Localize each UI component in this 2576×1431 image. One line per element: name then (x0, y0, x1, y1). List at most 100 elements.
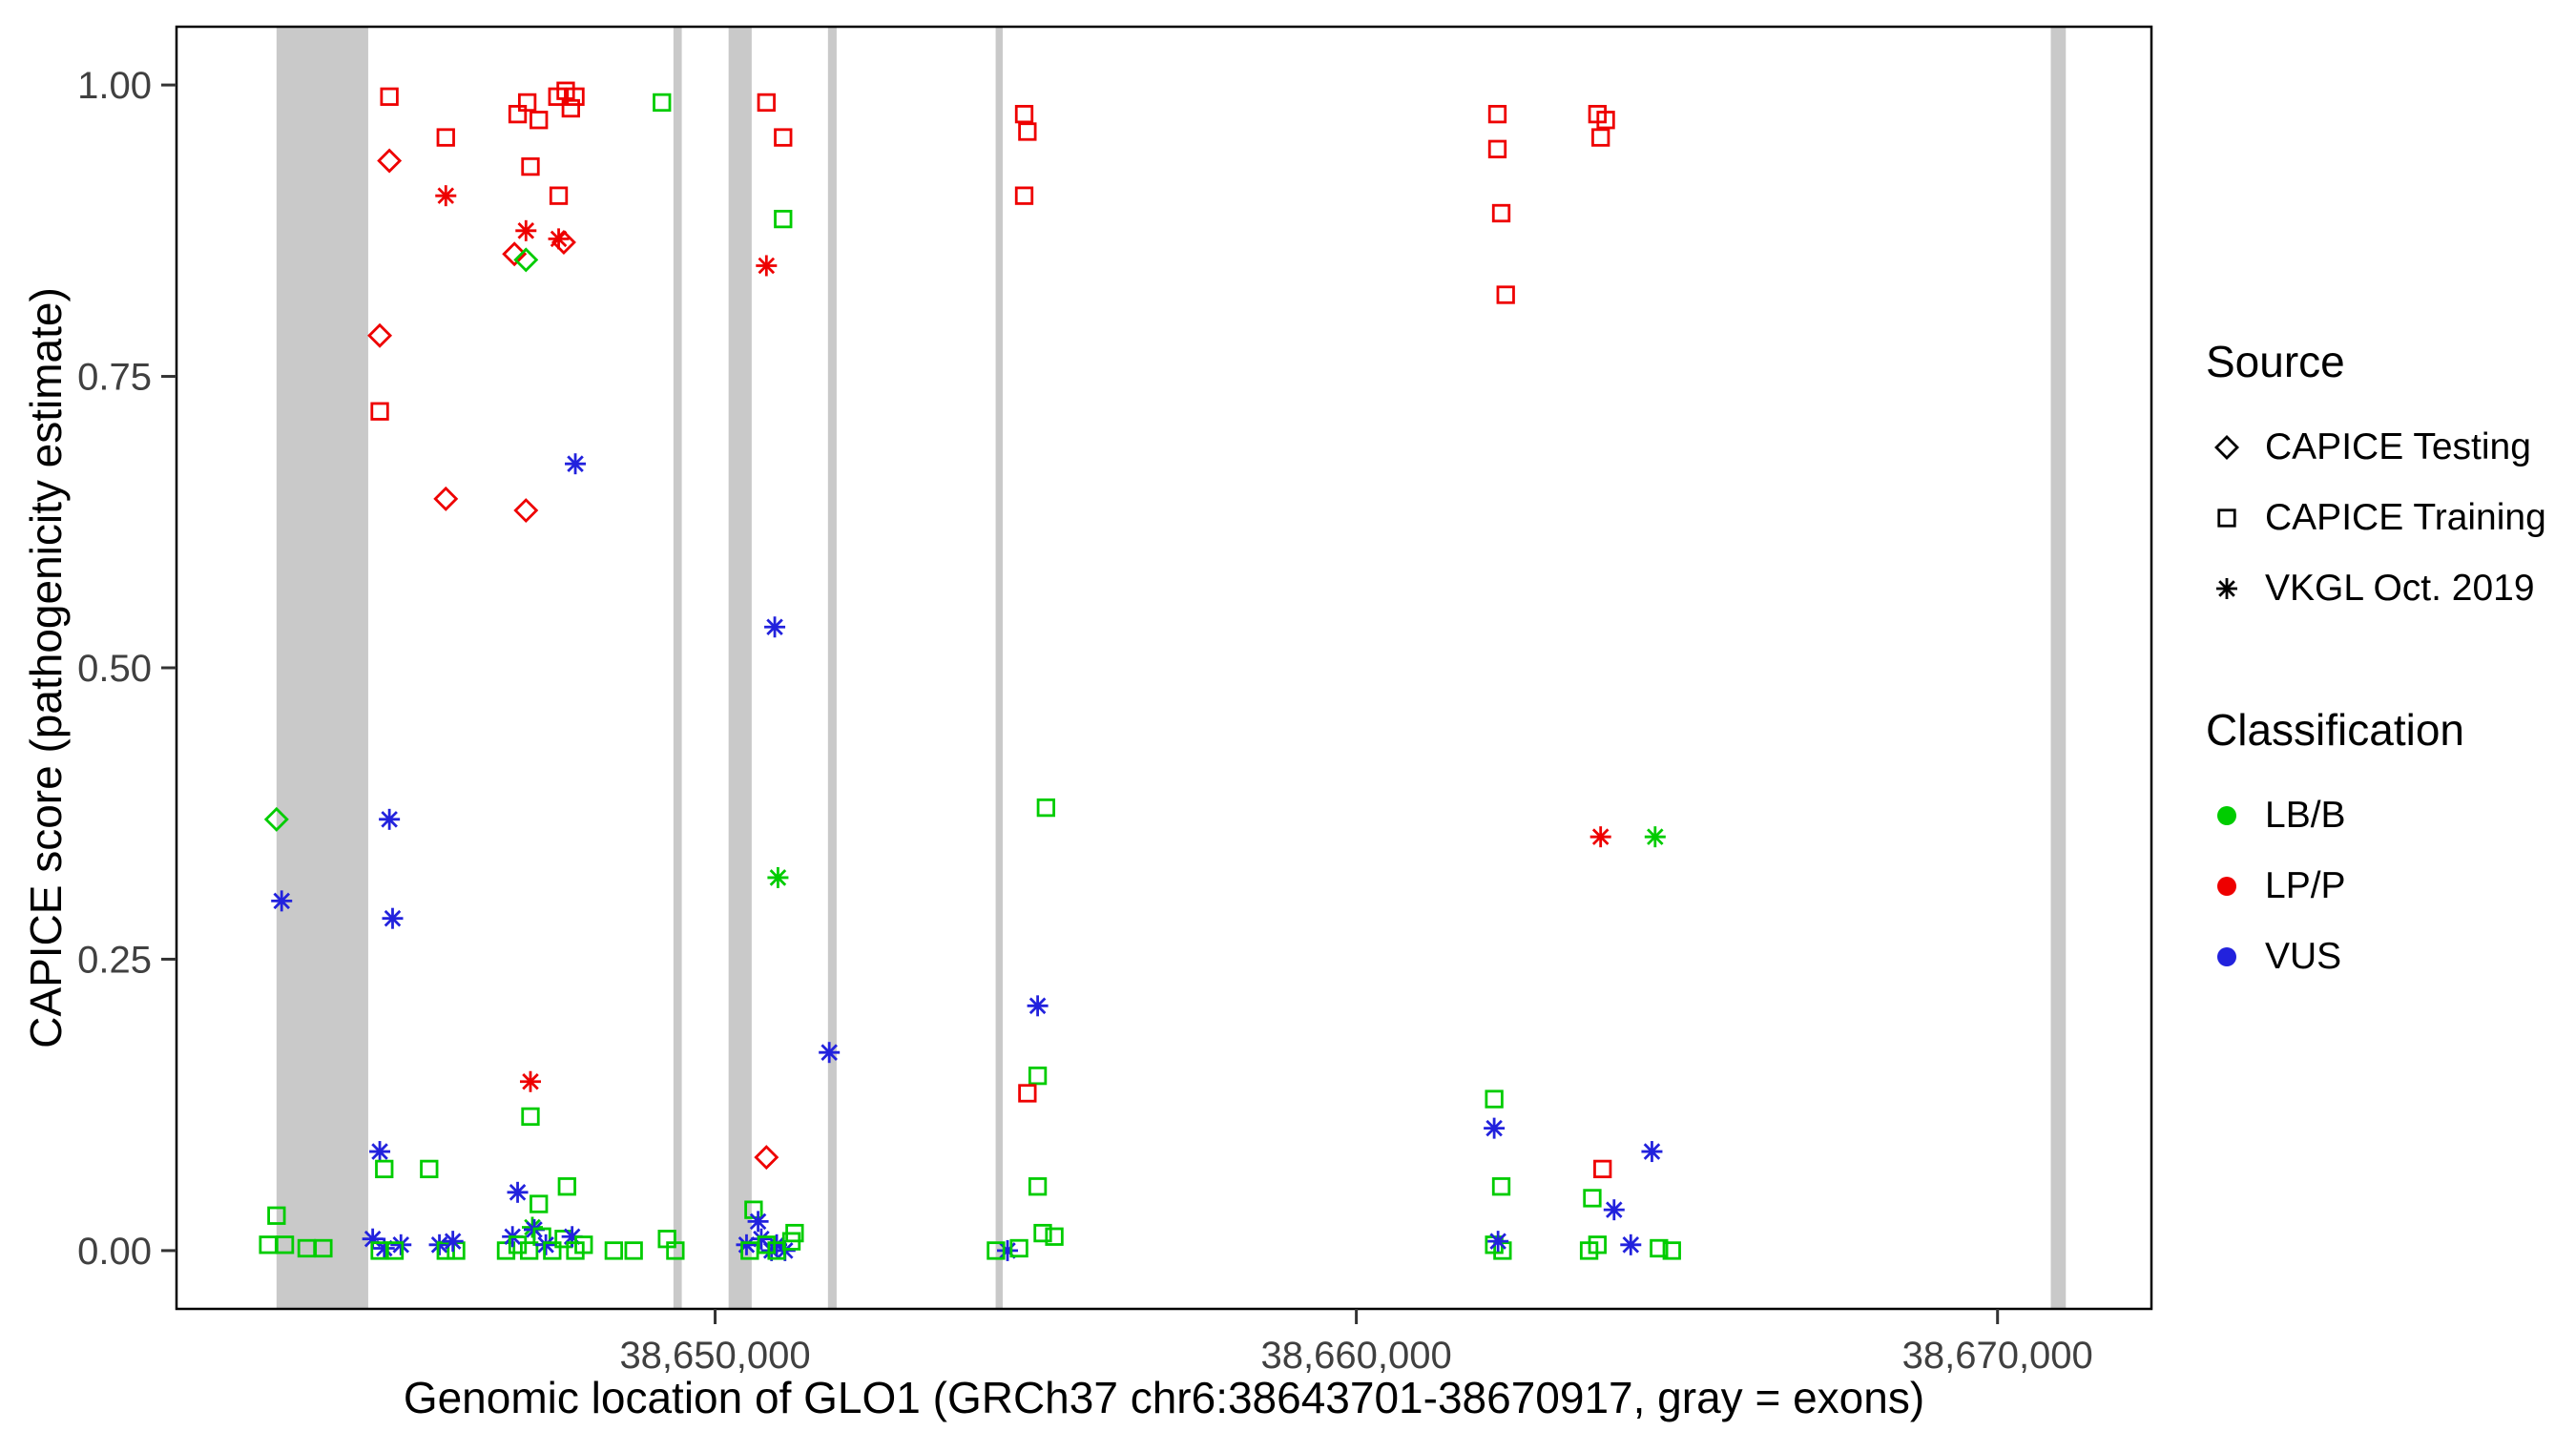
data-point (530, 111, 549, 130)
circle-legend-icon (2217, 806, 2236, 825)
data-point-asterisk-arm (758, 257, 776, 275)
data-point (767, 1241, 786, 1260)
y-tick-label: 0.75 (77, 357, 152, 399)
data-point-square (521, 1107, 540, 1127)
legend-item-label: VKGL Oct. 2019 (2265, 568, 2535, 609)
x-axis-title: Genomic location of GLO1 (GRCh37 chr6:38… (403, 1373, 1925, 1422)
data-point (1491, 1177, 1511, 1196)
data-point-square (1014, 186, 1034, 205)
data-point-diamond (551, 230, 576, 256)
data-point-square (436, 128, 455, 147)
data-point (1644, 826, 1666, 848)
data-point (774, 209, 793, 229)
asterisk-icon (2206, 568, 2248, 610)
data-point-square (1591, 128, 1610, 147)
legend-item-capice-testing: CAPICE Testing (2206, 412, 2546, 483)
data-point-asterisk-arm (768, 1236, 785, 1254)
data-point-square (1493, 1241, 1512, 1260)
data-point (1591, 128, 1610, 147)
data-point (508, 1235, 528, 1255)
data-point (263, 806, 289, 832)
data-point-square (1491, 203, 1511, 223)
data-point (435, 185, 457, 207)
diamond-legend-icon (2214, 435, 2239, 460)
data-point (1596, 111, 1615, 130)
data-point (653, 93, 672, 113)
legend: Source CAPICE Testing CAPICE Training VKGL… (2206, 336, 2546, 992)
data-point-square (543, 1241, 562, 1260)
data-point-square (530, 1194, 549, 1213)
exon-band (2050, 27, 2067, 1309)
data-point-asterisk-arm (444, 1233, 462, 1250)
panel-border (175, 25, 2153, 1311)
data-point (1491, 203, 1511, 223)
data-point (565, 453, 587, 475)
data-point-square (530, 111, 549, 130)
data-point-square (1485, 1089, 1504, 1109)
data-point-square (557, 1177, 576, 1196)
legend-classification-items: LB/B LP/P VUS (2206, 780, 2546, 992)
legend-item-capice-training: CAPICE Training (2206, 483, 2546, 553)
data-point (1033, 1223, 1052, 1243)
data-point (1028, 1177, 1048, 1196)
data-point (1493, 1241, 1512, 1260)
legend-item-label: CAPICE Training (2265, 497, 2546, 538)
data-point-square (666, 1241, 685, 1260)
data-point (1662, 1241, 1681, 1260)
data-point-asterisk-arm (364, 1230, 382, 1248)
data-point-square (1014, 104, 1034, 124)
circle-icon (2206, 865, 2248, 907)
data-point-square (380, 87, 399, 106)
data-point (1650, 1238, 1669, 1258)
legend-item-vus: VUS (2206, 922, 2546, 992)
data-point-asterisk-arm (273, 892, 290, 910)
data-point-square (1009, 1238, 1028, 1258)
exon-band (827, 27, 837, 1309)
data-point-diamond (513, 247, 539, 273)
legend-dot (2217, 947, 2236, 966)
data-point (1593, 1159, 1612, 1179)
data-point-asterisk-arm (1489, 1233, 1506, 1250)
data-point (1583, 1189, 1602, 1208)
data-point (1620, 1234, 1642, 1255)
data-point-square (275, 1235, 295, 1255)
data-point-asterisk-arm (766, 618, 783, 636)
data-point (521, 156, 540, 176)
data-point-square (1018, 122, 1037, 141)
data-point (502, 241, 528, 267)
data-point-asterisk-arm (381, 811, 398, 828)
data-point (1496, 285, 1515, 304)
data-point-asterisk-arm (1647, 828, 1664, 845)
data-point (1018, 122, 1037, 141)
data-point-square (370, 402, 389, 421)
data-point-square (420, 1159, 439, 1179)
asterisk-legend-icon (2216, 578, 2237, 599)
data-point-asterisk-arm (392, 1236, 409, 1254)
data-point-square (1496, 285, 1515, 304)
y-tick-label: 0.00 (77, 1231, 152, 1273)
data-point (551, 230, 576, 256)
data-point-square (267, 1206, 286, 1225)
data-point (519, 1070, 541, 1092)
data-point (767, 866, 789, 888)
data-point-square (987, 1241, 1006, 1260)
exon-band (673, 27, 682, 1309)
data-point (428, 1234, 450, 1255)
circle-legend-icon (2217, 877, 2236, 896)
y-tick-label: 0.50 (77, 648, 152, 690)
legend-dot (2217, 877, 2236, 896)
data-point (373, 1237, 395, 1259)
data-point-asterisk-arm (1643, 1143, 1661, 1160)
data-point (267, 1206, 286, 1225)
data-point-diamond (2214, 435, 2239, 460)
data-point-asterisk-arm (2218, 580, 2235, 597)
data-point (774, 128, 793, 147)
data-point (756, 255, 778, 277)
data-point (561, 98, 580, 118)
data-point (1589, 826, 1611, 848)
data-point-asterisk-arm (384, 909, 402, 927)
legend-item-label: LB/B (2265, 795, 2346, 836)
data-point (604, 1241, 624, 1260)
x-tick-label: 38,670,000 (1902, 1335, 2093, 1377)
legend-classification-group: Classification LB/B LP/P VUS (2206, 704, 2546, 992)
